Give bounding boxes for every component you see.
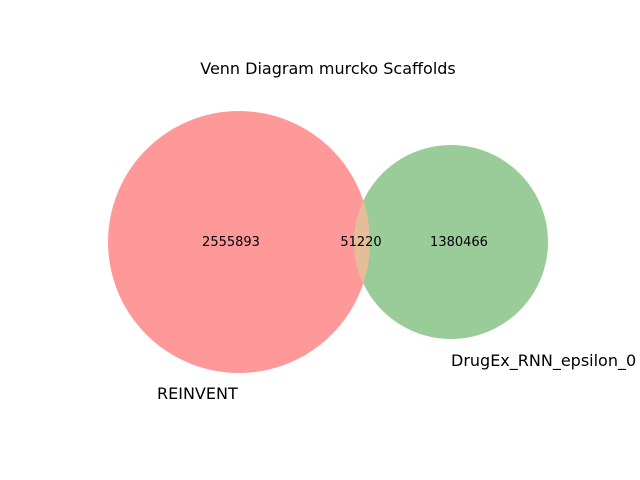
- right-only-count: 1380466: [430, 235, 488, 250]
- set-label-drugex: DrugEx_RNN_epsilon_0: [451, 351, 636, 371]
- set-circle-reinvent: [108, 111, 370, 373]
- set-label-reinvent: REINVENT: [157, 384, 238, 403]
- chart-title: Venn Diagram murcko Scaffolds: [200, 59, 456, 78]
- set-circle-drugex: [354, 145, 548, 339]
- intersection-count: 51220: [340, 235, 381, 250]
- left-only-count: 2555893: [202, 235, 260, 250]
